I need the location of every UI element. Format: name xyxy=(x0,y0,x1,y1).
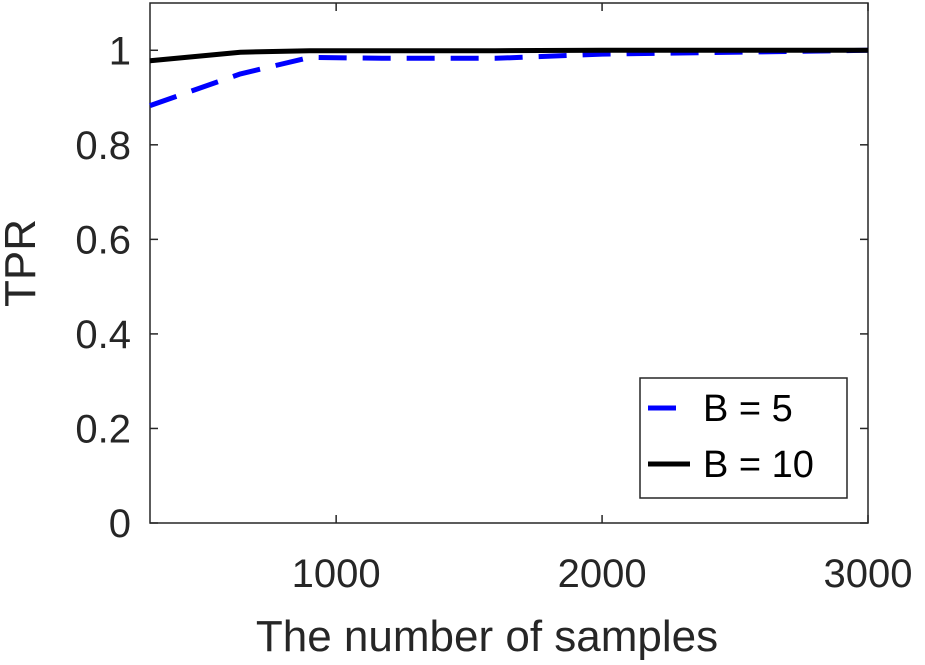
x-axis-label: The number of samples xyxy=(256,612,718,661)
x-tick-label: 3000 xyxy=(824,552,913,596)
y-tick-label: 0.2 xyxy=(75,407,131,451)
series-line-1 xyxy=(149,47,869,108)
x-tick-label: 2000 xyxy=(558,552,647,596)
y-tick-label: 0.8 xyxy=(75,124,131,168)
legend-label-series-1: B = 5 xyxy=(703,388,793,430)
y-tick-label: 0 xyxy=(109,502,131,546)
series-layer xyxy=(149,47,869,108)
x-axis-ticks: 1000 2000 3000 xyxy=(292,3,913,596)
plot-area-frame xyxy=(149,2,869,524)
y-tick-label: 1 xyxy=(109,29,131,73)
y-axis-ticks: 0 0.2 0.4 0.6 0.8 1 xyxy=(75,29,868,546)
x-tick-label: 1000 xyxy=(292,552,381,596)
y-tick-label: 0.4 xyxy=(75,313,131,357)
y-tick-label: 0.6 xyxy=(75,218,131,262)
y-axis-label: TPR xyxy=(0,219,45,307)
legend: B = 5 B = 10 xyxy=(639,377,848,499)
legend-box xyxy=(639,377,848,499)
legend-label-series-2: B = 10 xyxy=(703,444,814,486)
series-line-2 xyxy=(149,47,868,64)
